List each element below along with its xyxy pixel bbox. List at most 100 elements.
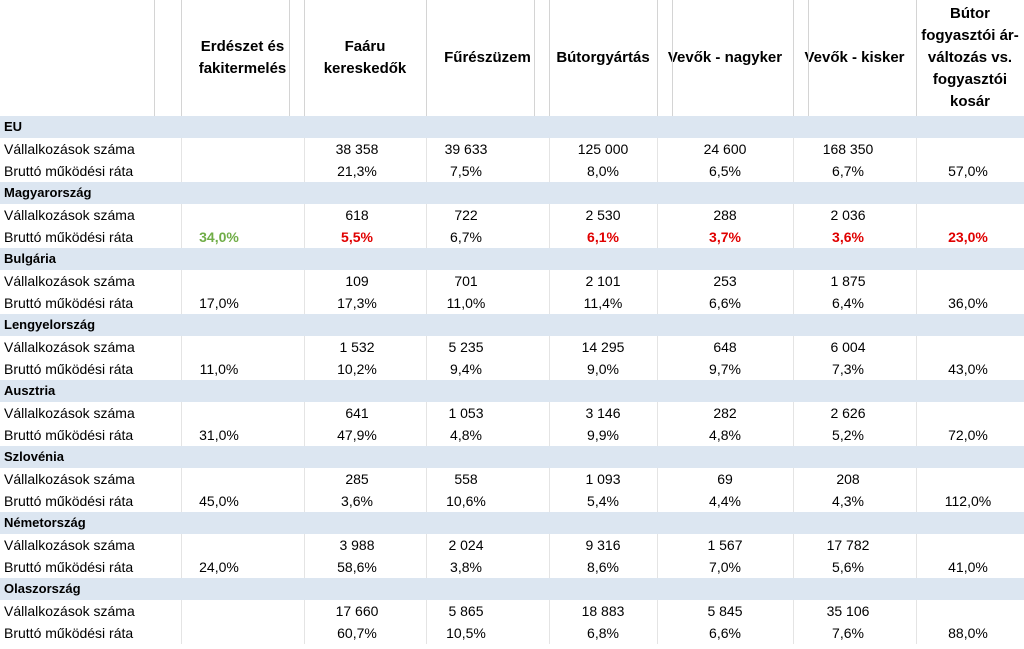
- table-cell: 9,7%: [709, 361, 741, 377]
- table-row: Bruttó működési ráta 60,7% 10,5% 6,8% 6,6% 7,…: [0, 622, 1024, 644]
- column-header: Fűrészüzem: [444, 49, 531, 66]
- table-cell: 17 782: [826, 537, 870, 553]
- row-label: Bruttó működési ráta: [4, 625, 134, 641]
- table-cell: 2 024: [448, 537, 484, 553]
- table-cell: 6 004: [830, 339, 866, 355]
- table-cell: 1 093: [585, 471, 621, 487]
- cell-divider: [793, 468, 794, 490]
- table-cell: 722: [454, 207, 478, 223]
- cell-divider: [304, 292, 305, 314]
- table-row: Vállalkozások száma 1 532 5 235 14 295 648 6 …: [0, 336, 1024, 358]
- header-divider: [672, 0, 673, 116]
- cell-divider: [549, 622, 550, 644]
- cell-divider: [426, 600, 427, 622]
- table-cell: 4,8%: [709, 427, 741, 443]
- row-label: Vállalkozások száma: [4, 537, 135, 553]
- header-divider: [426, 0, 427, 116]
- table-cell: 6,6%: [709, 625, 741, 641]
- cell-divider: [657, 226, 658, 248]
- table-cell: 57,0%: [948, 163, 988, 179]
- row-label: Bruttó működési ráta: [4, 427, 134, 443]
- cell-divider: [304, 138, 305, 160]
- table-cell: 7,5%: [450, 163, 482, 179]
- table-cell: 701: [454, 273, 478, 289]
- cell-divider: [304, 556, 305, 578]
- table-cell: 3 146: [585, 405, 621, 421]
- row-label: Vállalkozások száma: [4, 273, 135, 289]
- cell-divider: [657, 468, 658, 490]
- country-row: Lengyelország: [0, 314, 1024, 336]
- table-cell: 5 865: [448, 603, 484, 619]
- cell-divider: [916, 424, 917, 446]
- cell-divider: [426, 556, 427, 578]
- cell-divider: [793, 336, 794, 358]
- cell-divider: [181, 204, 182, 226]
- table-cell: 6,4%: [832, 295, 864, 311]
- table-cell: 5,2%: [832, 427, 864, 443]
- table-cell: 60,7%: [337, 625, 377, 641]
- header-divider: [808, 0, 809, 116]
- cell-divider: [549, 556, 550, 578]
- cell-divider: [304, 336, 305, 358]
- cell-divider: [657, 292, 658, 314]
- cell-divider: [657, 336, 658, 358]
- table-cell: 6,1%: [587, 229, 619, 245]
- cell-divider: [549, 138, 550, 160]
- table-cell: 1 532: [339, 339, 375, 355]
- table-cell: 18 883: [581, 603, 625, 619]
- cell-divider: [549, 358, 550, 380]
- cell-divider: [181, 402, 182, 424]
- header-divider: [181, 0, 182, 116]
- cell-divider: [657, 534, 658, 556]
- cell-divider: [304, 468, 305, 490]
- cell-divider: [181, 468, 182, 490]
- table-row: Bruttó működési ráta 34,0% 5,5% 6,7% 6,1% 3,7…: [0, 226, 1024, 248]
- cell-divider: [916, 622, 917, 644]
- row-label: Bruttó működési ráta: [4, 493, 134, 509]
- cell-divider: [181, 534, 182, 556]
- cell-divider: [304, 424, 305, 446]
- table-cell: 39 633: [444, 141, 488, 157]
- table-cell: 17,0%: [199, 295, 239, 311]
- table-cell: 5,4%: [587, 493, 619, 509]
- cell-divider: [426, 402, 427, 424]
- table-cell: 10,6%: [446, 493, 486, 509]
- cell-divider: [916, 160, 917, 182]
- table-cell: 288: [713, 207, 737, 223]
- cell-divider: [657, 160, 658, 182]
- cell-divider: [657, 556, 658, 578]
- cell-divider: [304, 622, 305, 644]
- cell-divider: [181, 600, 182, 622]
- table-cell: 109: [345, 273, 369, 289]
- table-cell: 69: [717, 471, 733, 487]
- table-cell: 648: [713, 339, 737, 355]
- table-row: Vállalkozások száma 618 722 2 530 288 2 036: [0, 204, 1024, 226]
- country-row: Magyarország: [0, 182, 1024, 204]
- table-cell: 9,4%: [450, 361, 482, 377]
- row-label: Vállalkozások száma: [4, 207, 135, 223]
- cell-divider: [304, 490, 305, 512]
- table-cell: 8,6%: [587, 559, 619, 575]
- table-cell: 208: [836, 471, 860, 487]
- cell-divider: [793, 424, 794, 446]
- row-label: Vállalkozások száma: [4, 339, 135, 355]
- table-row: Bruttó működési ráta 24,0% 58,6% 3,8% 8,6% 7,…: [0, 556, 1024, 578]
- table-cell: 7,3%: [832, 361, 864, 377]
- cell-divider: [793, 402, 794, 424]
- cell-divider: [549, 204, 550, 226]
- country-row: Ausztria: [0, 380, 1024, 402]
- row-label: Bruttó működési ráta: [4, 559, 134, 575]
- country-name: Bulgária: [4, 251, 57, 266]
- table-cell: 11,4%: [583, 295, 623, 311]
- table-cell: 36,0%: [948, 295, 988, 311]
- cell-divider: [657, 424, 658, 446]
- table-cell: 5,6%: [832, 559, 864, 575]
- cell-divider: [916, 270, 917, 292]
- table-cell: 11,0%: [199, 361, 239, 377]
- table-cell: 2 036: [830, 207, 866, 223]
- table-cell: 1 567: [707, 537, 743, 553]
- table-cell: 618: [345, 207, 369, 223]
- table-cell: 7,0%: [709, 559, 741, 575]
- cell-divider: [549, 160, 550, 182]
